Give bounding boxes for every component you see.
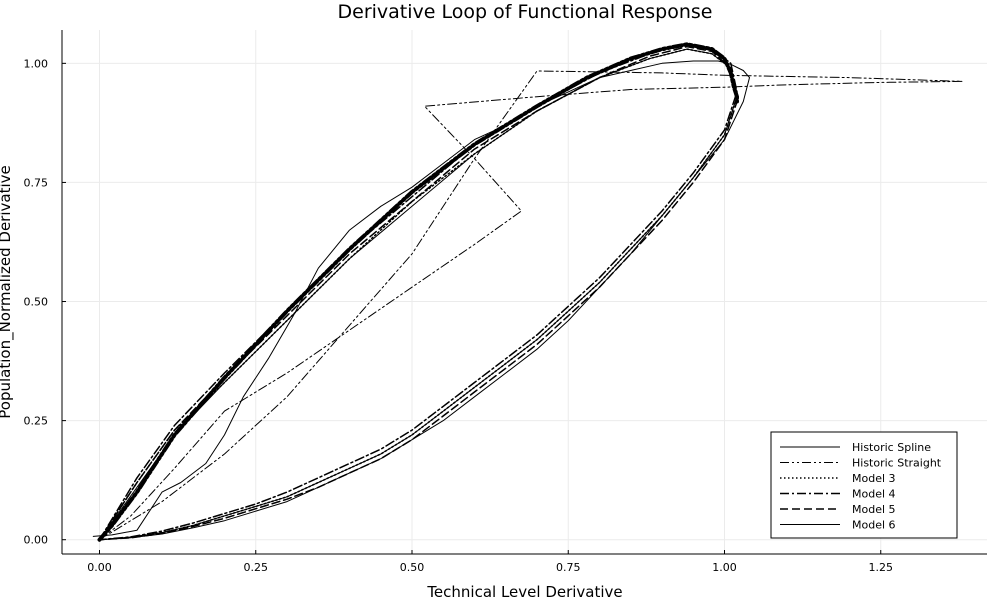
y-tick-label: 0.50 — [24, 296, 49, 309]
y-tick-label: 0.75 — [24, 176, 49, 189]
legend-label: Model 4 — [852, 488, 896, 501]
y-tick-group: 0.00 0.25 0.50 0.75 1.00 — [24, 57, 66, 547]
series-line-model-4 — [98, 43, 738, 541]
legend-label: Historic Spline — [852, 441, 931, 454]
x-tick-label: 0.25 — [244, 561, 269, 574]
series-line-model-6 — [99, 48, 738, 541]
series-layer — [92, 42, 963, 542]
y-tick-label: 0.00 — [24, 534, 49, 547]
x-tick-group: 0.00 0.25 0.50 0.75 1.00 1.25 — [87, 550, 893, 574]
y-axis-label: Population_Normalized Derivative — [0, 165, 15, 418]
legend-label: Historic Straight — [852, 457, 942, 470]
x-tick-label: 0.75 — [556, 561, 581, 574]
y-tick-label: 1.00 — [24, 57, 49, 70]
series-line-model-3 — [98, 48, 738, 541]
legend-label: Model 3 — [852, 472, 896, 485]
x-tick-label: 0.50 — [400, 561, 425, 574]
legend-label: Model 6 — [852, 519, 896, 532]
x-axis-label: Technical Level Derivative — [426, 583, 622, 600]
x-tick-label: 1.00 — [712, 561, 737, 574]
grid-layer — [62, 30, 987, 554]
series-line-unnamed-6 — [97, 42, 739, 542]
series-line-historic-straight — [99, 70, 963, 541]
x-tick-label: 0.00 — [87, 561, 112, 574]
y-tick-label: 0.25 — [24, 415, 49, 428]
legend: Historic Spline Historic Straight Model 3 M… — [770, 431, 958, 539]
legend-label: Model 5 — [852, 503, 896, 516]
x-tick-label: 1.25 — [869, 561, 894, 574]
chart-title: Derivative Loop of Functional Response — [338, 1, 713, 23]
series-line-historic-spline — [92, 60, 750, 541]
legend-box — [770, 431, 958, 539]
series-line-model-5 — [98, 45, 738, 541]
